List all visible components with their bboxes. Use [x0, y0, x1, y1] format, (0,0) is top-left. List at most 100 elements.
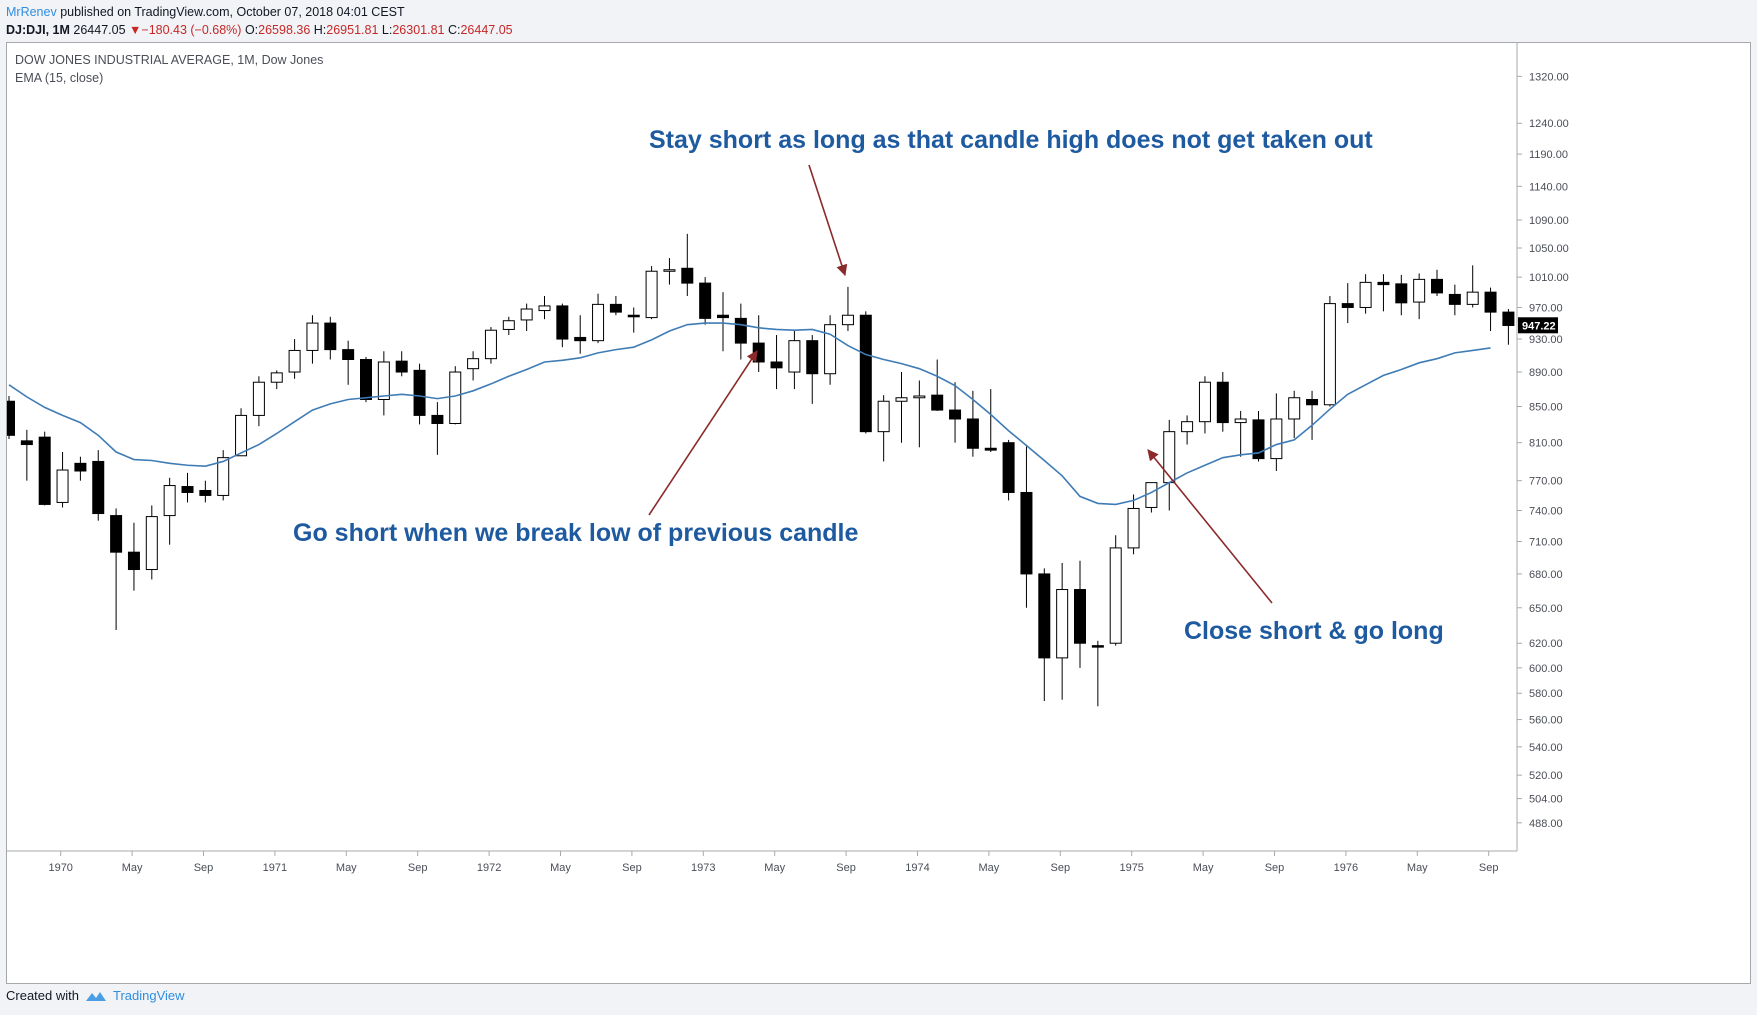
indicator-legend[interactable]: EMA (15, close) [15, 71, 103, 85]
candle-45 [806, 335, 819, 404]
candle-71 [1270, 393, 1283, 471]
last-price-tag-label: 947.22 [1522, 320, 1556, 332]
created-with-text: Created with [6, 988, 79, 1003]
candle-1 [20, 429, 33, 481]
candle-18 [324, 316, 337, 360]
chart-title-text: DOW JONES INDUSTRIAL AVERAGE, 1M, Dow Jo… [15, 53, 324, 67]
author-link[interactable]: MrRenev [6, 5, 57, 19]
candle-79 [1413, 273, 1426, 320]
ema-line [8, 322, 1491, 506]
candle-body [1448, 293, 1461, 305]
publisher-line: MrRenev published on TradingView.com, Oc… [6, 4, 405, 20]
chart-panel[interactable]: 488.00 504.00 520.00 540.00 560.00 580.00 600.… [6, 42, 1751, 984]
candle-body [734, 317, 747, 344]
price-tick-label: 710.00 [1529, 537, 1563, 549]
candle-69 [1234, 410, 1247, 457]
time-tick-label: 1970 [48, 862, 72, 874]
annotation-go-short: Go short when we break low of previous c… [293, 519, 858, 547]
candle-31 [556, 303, 569, 348]
candle-63 [1127, 494, 1140, 555]
candle-65 [1163, 419, 1176, 511]
last-price-tag [1518, 317, 1558, 334]
candle-body [484, 329, 497, 360]
candle-body [502, 320, 515, 330]
candle-body [984, 447, 997, 451]
candle-54 [966, 390, 979, 457]
price-tick-label: 970.00 [1529, 302, 1563, 314]
footer: Created with TradingView [6, 988, 185, 1003]
candle-body [913, 395, 926, 399]
candle-body [538, 305, 551, 312]
candle-20 [360, 357, 372, 403]
price-tick-label: 580.00 [1529, 688, 1563, 700]
ema-layer [8, 322, 1491, 506]
candle-4 [74, 456, 87, 481]
candle-body [7, 400, 15, 436]
candle-61 [1091, 640, 1104, 707]
candle-15 [270, 370, 283, 390]
candle-body [966, 418, 979, 449]
price-tick-label: 890.00 [1529, 367, 1563, 379]
candle-body [520, 308, 533, 321]
ohlc-bar: DJ:DJI, 1M 26447.05 ▼−180.43 (−0.68%) O:… [6, 22, 513, 38]
candle-6 [110, 508, 123, 631]
candle-0 [7, 396, 15, 439]
price-tick-label: 930.00 [1529, 334, 1563, 346]
price-tick-label: 520.00 [1529, 770, 1563, 782]
time-axis[interactable]: 1970 May Sep 1971 May Sep 1972 May Sep 1973 May Sep… [7, 850, 1517, 874]
candle-body [699, 282, 712, 319]
time-tick-label: May [979, 862, 1000, 874]
candle-43 [770, 335, 783, 390]
arrow-stay-short [808, 164, 848, 277]
candle-77 [1377, 274, 1390, 312]
candle-body [681, 267, 694, 284]
candle-body [431, 414, 444, 424]
price-axis[interactable]: 488.00 504.00 520.00 540.00 560.00 580.00 600.… [1516, 43, 1569, 851]
candle-body [645, 270, 658, 319]
candle-body [1181, 421, 1194, 433]
candle-2 [38, 431, 51, 506]
tradingview-brand-link[interactable]: TradingView [112, 988, 185, 1003]
candle-39 [699, 277, 712, 325]
candle-29 [520, 303, 533, 332]
candle-68 [1216, 372, 1229, 432]
candle-body [199, 489, 212, 496]
candle-body [1466, 291, 1479, 305]
high-value: 26951.81 [326, 23, 379, 37]
price-tick-label: 1050.00 [1529, 243, 1569, 255]
candle-75 [1341, 283, 1354, 324]
time-tick-label: 1972 [477, 862, 501, 874]
candle-7 [127, 522, 140, 591]
candle-body [1234, 418, 1247, 424]
candle-64 [1145, 482, 1158, 513]
candle-body [395, 360, 408, 373]
candle-body [20, 440, 33, 446]
candle-23 [413, 363, 426, 425]
candle-body [377, 361, 390, 401]
candle-body [663, 269, 676, 272]
candle-body [859, 314, 872, 433]
candle-body [38, 436, 51, 505]
candle-body [360, 358, 372, 401]
published-text: published on TradingView.com, October 07… [60, 5, 405, 19]
candle-3 [56, 452, 69, 508]
price-tick-label: 540.00 [1529, 742, 1563, 754]
candle-body [1431, 278, 1443, 294]
time-tick-label: May [1407, 862, 1428, 874]
candlestick-chart[interactable]: 488.00 504.00 520.00 540.00 560.00 580.00 600.… [7, 43, 1750, 983]
candle-body [788, 340, 801, 373]
open-label: O: [244, 23, 259, 37]
candle-72 [1288, 390, 1301, 439]
time-tick-label: May [122, 862, 143, 874]
candle-14 [252, 376, 265, 427]
time-tick-label: 1971 [263, 862, 287, 874]
candle-67 [1198, 376, 1211, 434]
candle-33 [592, 293, 605, 344]
candle-59 [1056, 562, 1069, 700]
candle-body [449, 371, 462, 424]
candle-58 [1038, 568, 1051, 702]
price-tick-label: 1010.00 [1529, 272, 1569, 284]
candle-body [1091, 645, 1104, 648]
low-value: 26301.81 [392, 23, 445, 37]
time-tick-label: 1974 [905, 862, 929, 874]
